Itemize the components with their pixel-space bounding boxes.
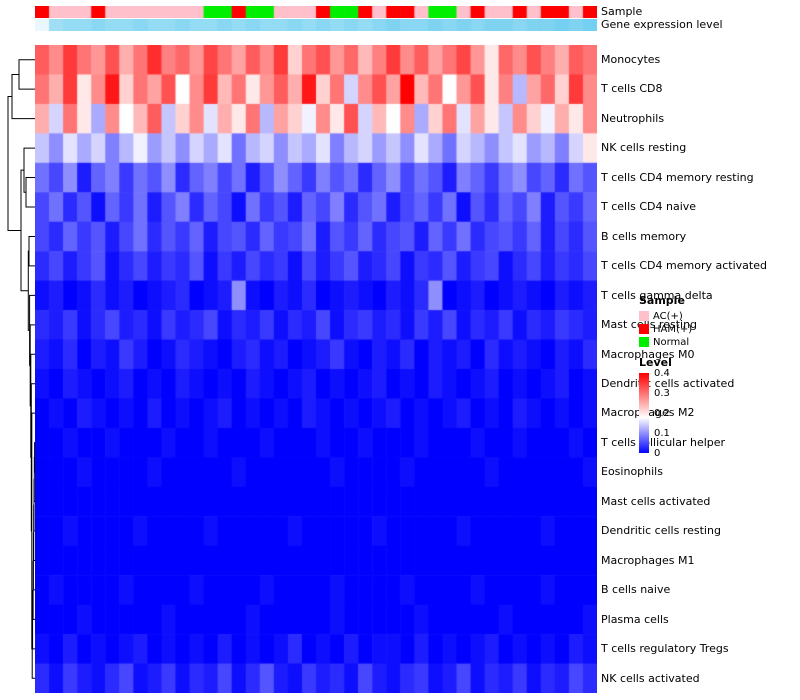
level-gradient-bar: [639, 373, 649, 453]
row-label: T cells CD4 naive: [601, 200, 697, 214]
row-label: Neutrophils: [601, 111, 665, 125]
row-label: Macrophages M1: [601, 553, 695, 567]
level-tick-label: 0: [654, 448, 661, 459]
row-label: T cells gamma delta: [601, 288, 713, 302]
legend-swatch: [639, 337, 649, 347]
legend-label: AC(+): [653, 310, 683, 322]
heatmap-canvas: [35, 45, 597, 693]
row-label: T cells CD4 memory activated: [601, 259, 767, 273]
level-tick-label: 0.3: [654, 388, 670, 399]
legend-item-ac: AC(+): [639, 310, 797, 322]
sample-legend-items: AC(+) HAM(+) Normal: [639, 310, 797, 348]
level-tick-label: 0.4: [654, 368, 670, 379]
legend-panel: Sample AC(+) HAM(+) Normal Level 0.4 0.3 0.2…: [639, 294, 797, 463]
sample-legend-title: Sample: [639, 294, 685, 307]
gene-expression-annotation-bar: [35, 19, 597, 31]
row-label: T cells CD4 memory resting: [601, 170, 754, 184]
row-label: Dendritic cells activated: [601, 377, 735, 390]
level-tick-label: 0.1: [654, 428, 670, 439]
row-label: Eosinophils: [601, 465, 663, 479]
row-label: T cells follicular helper: [601, 435, 726, 449]
legend-swatch: [639, 324, 649, 334]
legend-item-normal: Normal: [639, 336, 797, 348]
sample-annotation-bar: [35, 6, 597, 18]
legend-label: Normal: [653, 336, 690, 348]
row-dendrogram: [7, 59, 35, 679]
level-legend: 0.4 0.3 0.2 0.1 0: [639, 369, 797, 463]
row-label: Mast cells activated: [601, 494, 711, 508]
row-label: Mast cells resting: [601, 318, 698, 332]
legend-label: HAM(+): [653, 323, 693, 335]
row-label: T cells CD8: [601, 82, 663, 96]
row-label: NK cells activated: [601, 671, 700, 685]
legend-swatch: [639, 311, 649, 321]
dendrogram-path: [7, 59, 35, 679]
row-label: Plasma cells: [601, 612, 669, 626]
row-label: T cells regulatory Tregs: [601, 642, 729, 656]
gene-expression-bar-label: Gene expression level: [601, 18, 723, 31]
row-label: NK cells resting: [601, 141, 687, 155]
row-label: Macrophages M0: [601, 347, 695, 361]
row-label: Dendritic cells resting: [601, 524, 721, 538]
level-legend-title: Level: [639, 356, 672, 369]
row-label: B cells naive: [601, 583, 671, 597]
row-label: B cells memory: [601, 229, 687, 243]
sample-bar-label: Sample: [601, 5, 643, 18]
legend-item-ham: HAM(+): [639, 323, 797, 335]
row-label: Monocytes: [601, 53, 661, 66]
level-tick-label: 0.2: [654, 408, 670, 419]
